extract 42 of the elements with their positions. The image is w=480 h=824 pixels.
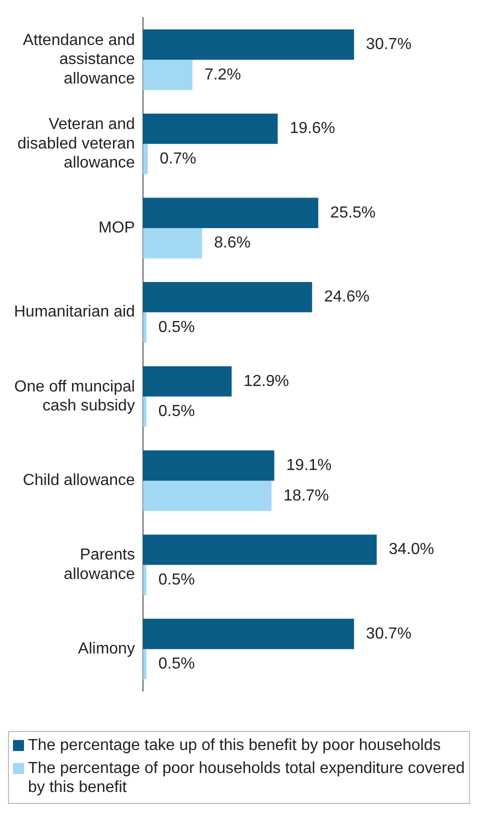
y-tick-label: MOP: [98, 220, 135, 237]
y-tick-label: Parents allowance: [64, 546, 136, 583]
bar: [142, 144, 148, 174]
y-tick-label: Child allowance: [22, 472, 136, 490]
data-label: 12.9%: [244, 372, 290, 390]
bar: [142, 228, 202, 258]
y-tick-label: One off muncipal cash subsidy: [14, 378, 135, 415]
y-tick-label: Attendance and assistance allowance: [22, 32, 136, 88]
bar: [142, 198, 318, 228]
bar: [142, 450, 274, 481]
bar: [142, 618, 354, 650]
data-label: 7.2%: [204, 66, 241, 84]
data-label: 19.6%: [290, 120, 336, 138]
data-label: 0.5%: [158, 318, 195, 336]
data-label: 25.5%: [330, 204, 376, 222]
bar: [142, 396, 146, 427]
bar: [142, 564, 146, 596]
bar: [142, 114, 278, 144]
bar: [142, 534, 377, 565]
legend-label: The percentage of poor households total expenditure covered by this benefit: [28, 759, 465, 797]
data-label: 18.7%: [284, 487, 329, 504]
data-label: 0.5%: [158, 571, 195, 588]
data-label: 8.6%: [214, 234, 251, 252]
data-label: 34.0%: [388, 541, 434, 558]
bar: [142, 366, 232, 396]
y-tick-label: Veteran and disabled veteran allowance: [18, 116, 136, 172]
bar: [142, 282, 312, 312]
bar: [142, 480, 272, 512]
data-label: 30.7%: [366, 625, 412, 642]
data-label: 24.6%: [324, 288, 370, 306]
legend-label: The percentage take up of this benefit by poor households: [28, 736, 441, 755]
data-label: 0.7%: [160, 150, 196, 168]
data-label: 19.1%: [286, 456, 332, 474]
y-tick-label: Alimony: [78, 640, 135, 658]
bar: [142, 29, 354, 60]
data-label: 0.5%: [158, 403, 195, 420]
bar: [142, 649, 146, 680]
bar: [142, 312, 146, 343]
y-tick-label: Humanitarian aid: [14, 304, 135, 321]
data-label: 30.7%: [366, 36, 412, 53]
data-label: 0.5%: [158, 656, 195, 673]
bar: [142, 60, 192, 90]
